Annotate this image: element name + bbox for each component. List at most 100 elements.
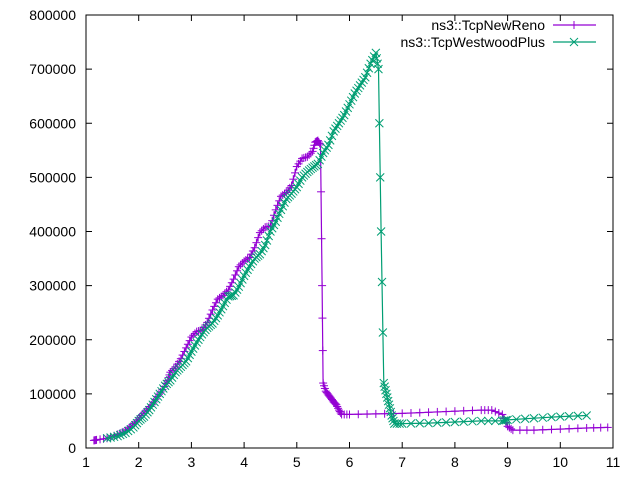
data-point [564,411,574,421]
marker-d2 [564,411,574,421]
data-point [227,278,236,287]
data-point [195,332,205,342]
marker-d2 [573,411,583,421]
marker-d2 [374,64,383,74]
data-point [194,335,203,345]
marker-d2 [375,118,384,128]
marker-d2 [520,414,530,424]
marker-d2 [322,143,332,152]
marker-d2 [459,417,469,427]
data-point [229,275,238,284]
data-point [185,336,194,345]
data-point [169,364,178,373]
data-point [208,319,217,328]
x-tick-label: 10 [553,454,569,470]
data-point [522,426,531,435]
data-point [494,408,503,417]
data-point [148,400,158,410]
data-point [317,234,326,243]
data-point [273,201,282,210]
data-point [155,389,165,399]
data-point [380,382,389,392]
data-point [234,262,243,271]
data-point [183,340,192,349]
data-point [380,409,389,418]
legend-item: ns3::TcpNewReno [431,17,596,33]
data-point [589,423,598,432]
data-point [169,370,179,380]
data-point [538,425,547,434]
data-point [182,343,191,352]
data-point [381,385,390,395]
y-tick-label: 800000 [29,7,76,23]
data-point [115,430,125,440]
data-point [150,397,159,407]
data-point [379,378,389,388]
data-point [503,415,512,425]
data-point [374,64,383,74]
data-point [350,89,360,98]
data-point [144,405,154,415]
data-point [325,136,335,145]
data-point [371,409,380,418]
marker-d2 [334,118,344,128]
marker-d2 [320,145,330,155]
data-point [459,417,469,427]
data-point [468,406,477,415]
marker-d2 [512,414,521,424]
data-point [487,406,496,415]
marker-d2 [336,116,346,125]
data-point [291,168,300,177]
data-point [375,173,385,182]
marker-d2 [395,419,404,428]
legend-marker [569,37,579,47]
data-point [192,338,202,347]
marker-d2 [424,418,433,428]
marker-d2 [225,291,235,301]
data-point [327,131,337,141]
data-point [317,187,326,196]
data-point [306,149,315,158]
marker-d2 [476,416,486,426]
marker-d2 [501,415,511,425]
y-tick-label: 600000 [29,115,76,131]
data-point [254,233,263,242]
data-point [386,407,396,417]
marker-d2 [332,121,342,131]
data-point [547,412,556,422]
data-point [92,435,101,444]
data-point [371,48,381,58]
marker-d2 [382,389,391,399]
y-tick-label: 500000 [29,169,76,185]
legend-marker [570,21,578,29]
y-tick-label: 0 [68,440,76,456]
marker-d2 [148,400,158,410]
x-tick-label: 2 [135,454,143,470]
marker-d2 [383,396,393,406]
x-tick-label: 7 [398,454,406,470]
marker-d2 [372,53,382,63]
data-point [334,118,344,128]
data-point [262,236,272,245]
data-point [512,414,521,424]
marker-d2 [350,89,360,98]
data-point [355,81,365,90]
data-point [153,392,163,401]
marker-d2 [102,433,112,443]
marker-d2 [375,173,385,182]
data-point [450,407,459,416]
data-point [565,424,574,433]
y-tick-label: 200000 [29,332,76,348]
data-point [398,409,407,418]
legend-label: ns3::TcpWestwoodPlus [401,34,545,50]
marker-d2 [538,413,548,423]
data-point [515,426,524,435]
data-point [315,139,324,148]
marker-d2 [144,405,154,415]
data-point [318,346,327,355]
x-tick-label: 6 [346,454,354,470]
data-point [556,425,565,434]
marker-d2 [450,417,460,427]
marker-d2 [146,403,156,412]
marker-d2 [555,412,565,421]
